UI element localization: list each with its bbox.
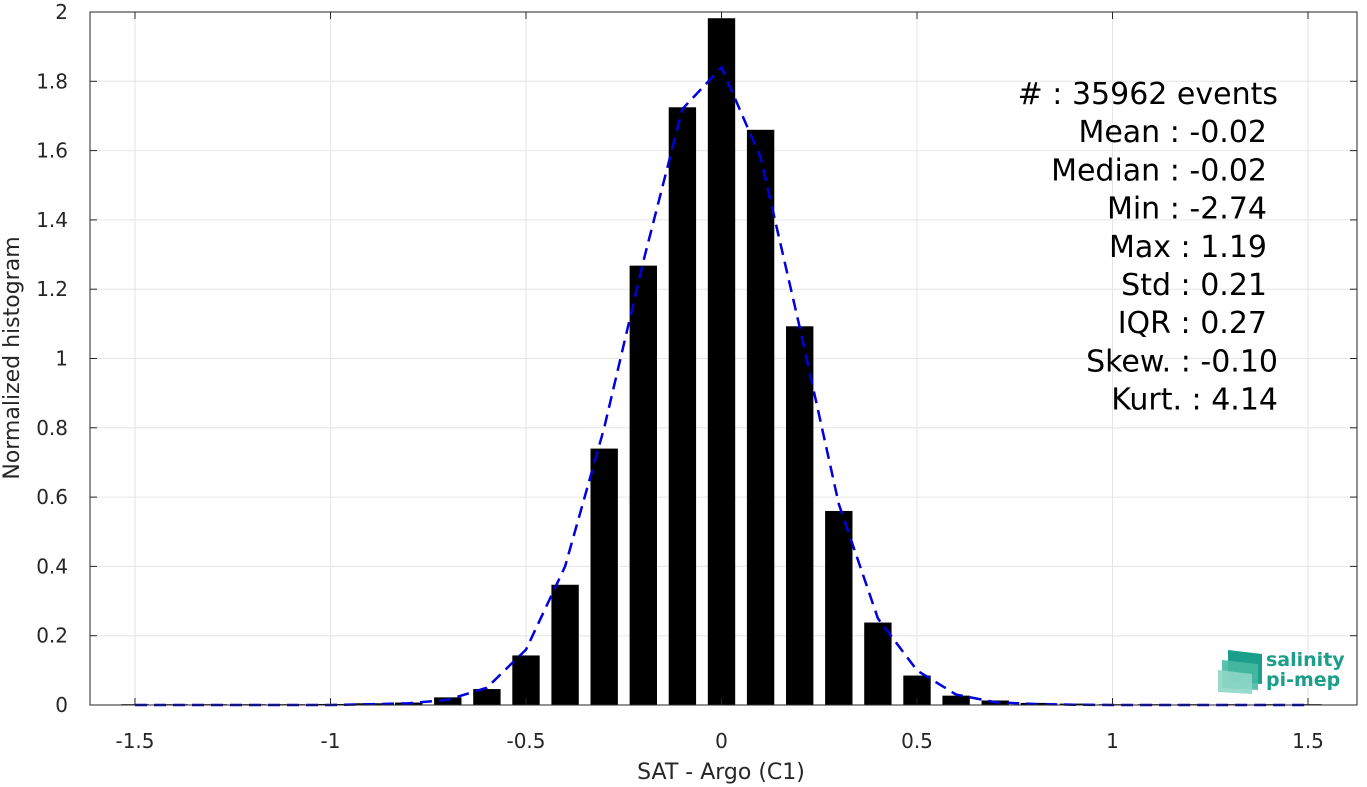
histogram-bar <box>707 18 736 705</box>
stats-label: Median : <box>1051 153 1189 188</box>
histogram-bar <box>551 584 579 705</box>
y-tick-label: 1.4 <box>36 208 68 232</box>
y-tick-label: 0.2 <box>36 624 68 648</box>
stats-value: -0.10 <box>1200 344 1278 379</box>
y-tick-label: 1 <box>55 347 68 371</box>
y-tick-label: 0.8 <box>36 416 68 440</box>
y-tick-label: 0.4 <box>36 554 68 578</box>
y-tick-label: 1.6 <box>36 139 68 163</box>
histogram-bar <box>434 697 462 705</box>
x-tick-label: -0.5 <box>506 729 545 753</box>
x-tick-label: 1.5 <box>1292 729 1324 753</box>
y-tick-label: 2 <box>55 0 68 24</box>
axes-frame <box>89 11 1358 706</box>
stats-label: Kurt. : <box>1111 383 1211 418</box>
stats-line: Skew. : -0.10 <box>1086 344 1278 379</box>
y-tick-label: 0 <box>55 693 68 717</box>
histogram-bar <box>590 448 618 705</box>
stats-value: 1.19 <box>1200 230 1267 265</box>
stats-label: Mean : <box>1078 115 1189 150</box>
histogram-bar <box>786 326 814 705</box>
x-tick-label: -1.5 <box>115 729 154 753</box>
stats-line: Kurt. : 4.14 <box>1111 383 1278 418</box>
stats-label: IQR : <box>1118 306 1201 341</box>
x-tick-label: -1 <box>321 729 341 753</box>
stats-value: -0.02 <box>1189 115 1267 150</box>
logo-line1: salinity <box>1266 649 1345 671</box>
stats-line: IQR : 0.27 <box>1118 306 1267 341</box>
stats-value: 4.14 <box>1211 383 1278 418</box>
histogram-bar <box>473 689 501 705</box>
histogram-bar <box>942 695 970 705</box>
stats-line: Max : 1.19 <box>1109 230 1267 265</box>
stats-label: Max : <box>1109 230 1200 265</box>
stats-line: # : 35962 events <box>1018 77 1278 112</box>
histogram-bar <box>512 655 540 705</box>
y-axis-title: Normalized histogram <box>0 236 25 479</box>
x-tick-label: 0 <box>715 729 728 753</box>
y-tick-label: 1.8 <box>36 69 68 93</box>
stats-line: Median : -0.02 <box>1051 153 1267 188</box>
histogram-bar <box>825 510 853 705</box>
x-axis-title: SAT - Argo (C1) <box>637 760 805 785</box>
stats-label: Std : <box>1121 268 1200 303</box>
stats-value: -0.02 <box>1189 153 1267 188</box>
x-tick-labels: -1.5 -1 -0.5 0 0.5 1 1.5 <box>115 729 1323 753</box>
stats-line: Std : 0.21 <box>1121 268 1267 303</box>
histogram-bar <box>668 107 697 706</box>
logo-mark-icon <box>1218 650 1262 694</box>
y-tick-label: 0.6 <box>36 485 68 509</box>
stats-value: 0.27 <box>1200 306 1267 341</box>
histogram-bar <box>864 622 892 705</box>
stats-label: Skew. : <box>1086 344 1200 379</box>
x-tick-label: 0.5 <box>901 729 933 753</box>
stats-line: Mean : -0.02 <box>1078 115 1267 150</box>
logo-line2: pi-mep <box>1266 669 1340 691</box>
y-tick-labels: 0 0.2 0.4 0.6 0.8 1 1.2 1.4 1.6 1.8 2 <box>36 0 68 717</box>
stats-line: Min : -2.74 <box>1107 192 1267 227</box>
axes-box <box>89 11 1358 706</box>
histogram-bar <box>629 265 657 705</box>
stats-label: # : <box>1018 77 1072 112</box>
y-tick-label: 1.2 <box>36 277 68 301</box>
stats-value: 0.21 <box>1200 268 1267 303</box>
stats-value: 35962 events <box>1072 77 1278 112</box>
x-tick-label: 1 <box>1106 729 1119 753</box>
salinity-pi-mep-logo: salinity pi-mep <box>1218 649 1345 694</box>
stats-label: Min : <box>1107 192 1189 227</box>
histogram-bar <box>746 129 775 705</box>
stats-value: -2.74 <box>1189 192 1267 227</box>
